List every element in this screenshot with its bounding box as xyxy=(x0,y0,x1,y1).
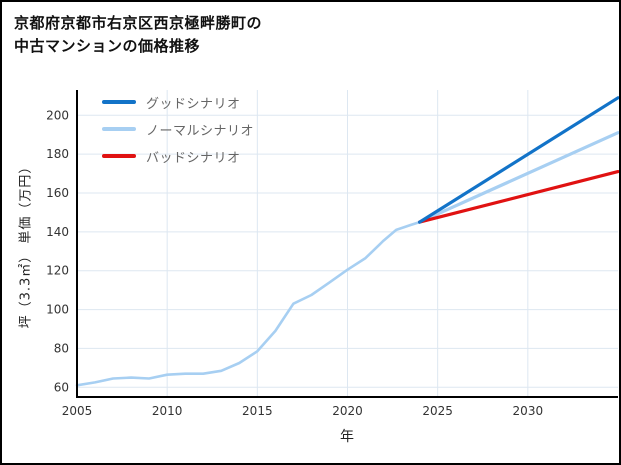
svg-text:2020: 2020 xyxy=(332,404,363,418)
svg-text:180: 180 xyxy=(46,147,69,161)
title-line-1: 京都府京都市右京区西京極畔勝町の xyxy=(14,14,263,32)
y-axis-label: 坪（3.3㎡） 単価（万円） xyxy=(18,159,34,329)
svg-text:80: 80 xyxy=(54,341,69,355)
svg-text:120: 120 xyxy=(46,264,69,278)
svg-text:2015: 2015 xyxy=(242,404,273,418)
svg-text:2005: 2005 xyxy=(62,404,93,418)
svg-text:2025: 2025 xyxy=(422,404,453,418)
svg-text:140: 140 xyxy=(46,225,69,239)
svg-text:2030: 2030 xyxy=(513,404,544,418)
svg-text:100: 100 xyxy=(46,303,69,317)
title-line-2: 中古マンションの価格推移 xyxy=(14,37,201,56)
svg-text:2010: 2010 xyxy=(152,404,183,418)
legend-item-bad-scenario: バッドシナリオ xyxy=(102,147,254,166)
svg-text:160: 160 xyxy=(46,186,69,200)
legend-item-normal-scenario: ノーマルシナリオ xyxy=(102,120,255,139)
svg-text:200: 200 xyxy=(46,108,69,122)
page-title: 京都府京都市右京区西京極畔勝町の 中古マンションの価格推移 xyxy=(14,12,262,59)
good-scenario-line-swatch xyxy=(102,100,136,104)
legend-label-good-scenario: グッドシナリオ xyxy=(146,96,241,112)
legend-item-good-scenario: グッドシナリオ xyxy=(102,93,254,112)
legend-label-bad-scenario: バッドシナリオ xyxy=(146,150,241,166)
normal-scenario-line-swatch xyxy=(102,127,136,131)
svg-text:60: 60 xyxy=(54,380,69,394)
chart-legend: グッドシナリオ ノーマルシナリオ バッドシナリオ xyxy=(102,93,255,166)
x-axis-label: 年 xyxy=(340,429,354,445)
legend-label-normal-scenario: ノーマルシナリオ xyxy=(146,123,255,139)
bad-scenario-line-swatch xyxy=(102,154,136,158)
